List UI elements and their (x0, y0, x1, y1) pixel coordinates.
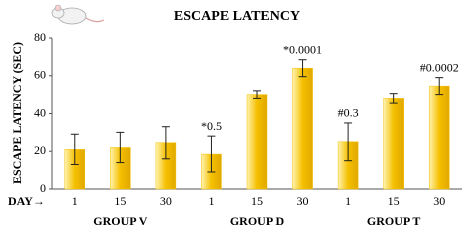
x-tick-label: 15 (114, 194, 126, 208)
group-label: GROUP D (230, 214, 285, 228)
bar-annotation: *0.0001 (283, 42, 322, 56)
x-axis-label: DAY→ (8, 194, 45, 208)
error-bar (207, 135, 216, 173)
bar (428, 85, 450, 190)
group-label: GROUP T (367, 214, 420, 228)
error-bar (70, 133, 79, 165)
x-tick-label: 15 (251, 194, 263, 208)
x-tick-label: 1 (345, 194, 351, 208)
error-bar (253, 90, 261, 99)
group-label: GROUP V (93, 214, 147, 228)
y-tick-label: 20 (34, 143, 46, 157)
x-tick-label: 1 (208, 194, 214, 208)
error-bar (344, 122, 353, 162)
y-tick-label: 40 (34, 105, 46, 119)
bar (292, 67, 313, 190)
x-tick-label: 30 (433, 194, 445, 208)
y-axis-label: ESCAPE LATENCY (SEC) (10, 42, 24, 184)
y-tick-label: 80 (34, 30, 46, 44)
mouse-icon (51, 4, 105, 25)
error-bar (435, 77, 444, 96)
error-bar (298, 59, 307, 78)
x-tick-label: 15 (388, 194, 400, 208)
error-bar (389, 93, 398, 104)
chart-title: ESCAPE LATENCY (174, 9, 300, 24)
bar (383, 98, 404, 190)
bar-annotation: #0.3 (338, 106, 359, 120)
error-bar (161, 126, 170, 160)
x-tick-label: 30 (160, 194, 172, 208)
y-tick-label: 60 (34, 68, 46, 82)
bar-annotation: *0.5 (201, 119, 222, 133)
bar (246, 94, 268, 190)
y-tick-label: 0 (40, 181, 46, 195)
x-tick-label: 30 (297, 194, 309, 208)
x-tick-label: 1 (72, 194, 78, 208)
error-bar (116, 131, 125, 164)
bar-annotation: #0.0002 (420, 60, 459, 74)
